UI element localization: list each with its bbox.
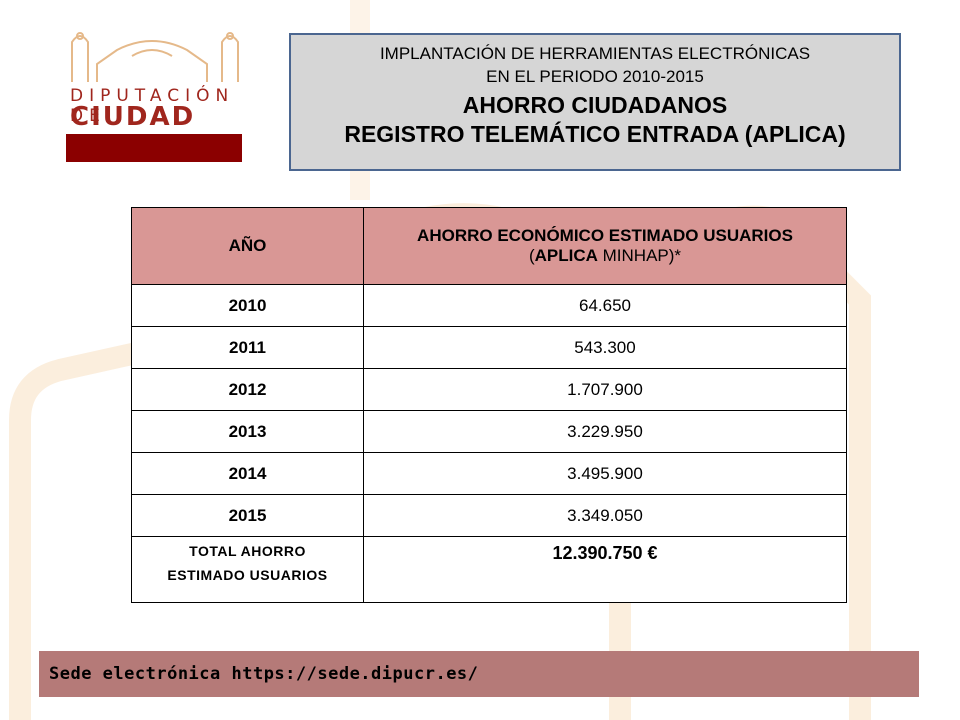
savings-table: AÑO AHORRO ECONÓMICO ESTIMADO USUARIOS (…: [131, 207, 847, 603]
year-cell: 2011: [131, 326, 364, 369]
total-row: TOTAL AHORRO ESTIMADO USUARIOS 12.390.75…: [131, 536, 847, 603]
logo-bar: [66, 134, 242, 162]
footer-link-text[interactable]: Sede electrónica https://sede.dipucr.es/: [49, 664, 479, 684]
year-cell: 2014: [131, 452, 364, 495]
logo-top-text: DIPUTACIÓN DE: [70, 86, 235, 126]
table-row: 2011 543.300: [131, 326, 847, 369]
table-header-row: AÑO AHORRO ECONÓMICO ESTIMADO USUARIOS (…: [131, 207, 847, 285]
total-label-line-2: ESTIMADO USUARIOS: [167, 567, 328, 583]
value-cell: 3.349.050: [363, 494, 847, 537]
value-cell: 64.650: [363, 284, 847, 327]
table-row: 2015 3.349.050: [131, 494, 847, 537]
logo: DIPUTACIÓN DE CIUDAD REAL: [22, 22, 262, 162]
title-line-2: EN EL PERIODO 2010-2015: [486, 67, 704, 86]
building-outline-icon: [71, 32, 239, 82]
table-row: 2010 64.650: [131, 284, 847, 327]
title-line-3: AHORRO CIUDADANOS: [462, 92, 728, 118]
table-row: 2012 1.707.900: [131, 368, 847, 411]
value-cell: 1.707.900: [363, 368, 847, 411]
value-cell: 3.495.900: [363, 452, 847, 495]
savings-column-title: AHORRO ECONÓMICO ESTIMADO USUARIOS: [417, 226, 793, 245]
savings-column-subtitle: (APLICA MINHAP)*: [528, 246, 682, 265]
title-line-4: REGISTRO TELEMÁTICO ENTRADA (APLICA): [344, 121, 846, 147]
footer-bar: Sede electrónica https://sede.dipucr.es/: [39, 651, 919, 697]
year-cell: 2010: [131, 284, 364, 327]
table-row: 2013 3.229.950: [131, 410, 847, 453]
table-row: 2014 3.495.900: [131, 452, 847, 495]
total-label-line-1: TOTAL AHORRO: [189, 543, 306, 559]
total-value: 12.390.750 €: [363, 536, 847, 603]
year-cell: 2015: [131, 494, 364, 537]
year-column-header: AÑO: [131, 207, 364, 285]
year-cell: 2012: [131, 368, 364, 411]
value-cell: 3.229.950: [363, 410, 847, 453]
title-box: IMPLANTACIÓN DE HERRAMIENTAS ELECTRÓNICA…: [289, 33, 901, 171]
total-label: TOTAL AHORRO ESTIMADO USUARIOS: [131, 536, 364, 603]
savings-column-header: AHORRO ECONÓMICO ESTIMADO USUARIOS (APLI…: [363, 207, 847, 285]
value-cell: 543.300: [363, 326, 847, 369]
year-cell: 2013: [131, 410, 364, 453]
title-line-1: IMPLANTACIÓN DE HERRAMIENTAS ELECTRÓNICA…: [379, 44, 811, 63]
